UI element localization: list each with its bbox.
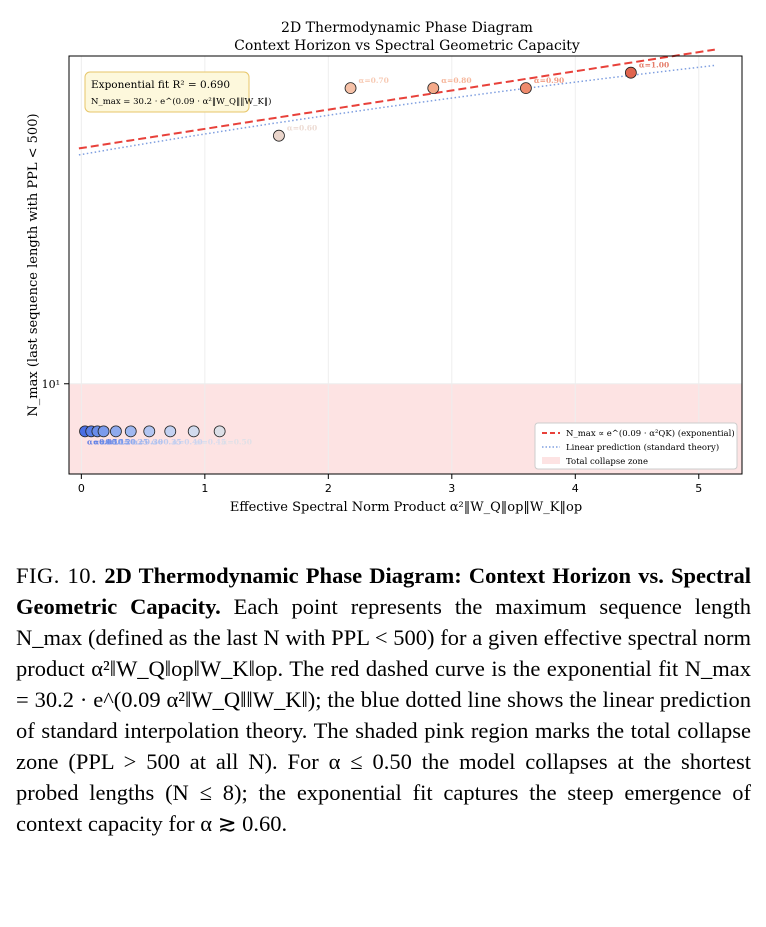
- y-axis-tick: 10¹: [42, 378, 69, 391]
- data-point-label: α=0.30: [133, 437, 163, 446]
- caption-title: 2D Thermodynamic Phase Diagram: Context …: [16, 563, 751, 619]
- data-points: α=0.05α=0.10α=0.15α=0.20α=0.25α=0.30α=0.…: [79, 61, 669, 446]
- y-tick-label: 10¹: [42, 378, 60, 391]
- plot-area: α=0.05α=0.10α=0.15α=0.20α=0.25α=0.30α=0.…: [68, 48, 743, 475]
- data-point-label: α=0.60: [287, 124, 317, 133]
- data-point: [97, 425, 110, 438]
- x-axis-label: Effective Spectral Norm Product α²‖W_Q‖o…: [230, 500, 582, 515]
- x-tick-label: 1: [201, 482, 208, 495]
- data-point-label: α=0.35: [151, 437, 181, 446]
- data-point-label: α=0.90: [534, 76, 564, 85]
- data-point: [519, 82, 532, 95]
- phase-diagram-chart: 2D Thermodynamic Phase Diagram Context H…: [26, 20, 743, 515]
- y-axis-label: N_max (last sequence length with PPL < 5…: [26, 113, 41, 416]
- phase-diagram-figure: 2D Thermodynamic Phase Diagram Context H…: [26, 20, 743, 515]
- data-point-label: α=0.10: [93, 437, 123, 446]
- data-point-label: α=0.70: [359, 76, 389, 85]
- x-tick-label: 0: [78, 482, 85, 495]
- data-point-label: α=1.00: [639, 61, 669, 70]
- x-axis-ticks: 0 1 2 3 4 5: [78, 474, 702, 495]
- data-point: [427, 82, 440, 95]
- figure-caption: FIG. 10. 2D Thermodynamic Phase Diagram:…: [16, 560, 751, 839]
- plot-frame: [68, 55, 743, 475]
- data-point: [110, 425, 122, 438]
- x-tick-label: 5: [695, 482, 702, 495]
- chart-subtitle: Context Horizon vs Spectral Geometric Ca…: [234, 38, 580, 54]
- data-point-label: α=0.15: [99, 437, 129, 446]
- fit-annotation-formula: N_max = 30.2 · e^(0.09 · α²‖W_Q‖‖W_K‖): [91, 96, 271, 107]
- data-point: [624, 66, 637, 79]
- caption-label: FIG. 10.: [16, 563, 98, 588]
- x-tick-label: 2: [325, 482, 332, 495]
- data-point: [187, 425, 200, 438]
- data-point-label: α=0.50: [222, 437, 252, 446]
- legend: N_max ∝ e^(0.09 · α²QK) (exponential) Li…: [534, 422, 738, 470]
- x-tick-label: 4: [572, 482, 579, 495]
- legend-box: [534, 422, 738, 470]
- x-tick-label: 3: [448, 482, 455, 495]
- legend-exp-label: N_max ∝ e^(0.09 · α²QK) (exponential): [566, 428, 735, 439]
- legend-collapse-swatch: [542, 457, 560, 464]
- fit-annotation-r2: Exponential fit R² = 0.690: [91, 79, 230, 91]
- data-point-label: α=0.45: [196, 437, 226, 446]
- data-point: [344, 82, 357, 95]
- data-point: [143, 425, 156, 438]
- fit-annotation: Exponential fit R² = 0.690 N_max = 30.2 …: [84, 71, 271, 113]
- data-point-label: α=0.80: [441, 76, 471, 85]
- chart-title: 2D Thermodynamic Phase Diagram: [281, 20, 533, 36]
- data-point: [213, 425, 226, 438]
- data-point: [124, 425, 137, 438]
- fit-annotation-box: [84, 71, 250, 113]
- data-point-label: α=0.25: [118, 437, 148, 446]
- data-point: [273, 129, 285, 142]
- data-point-label: α=0.40: [172, 437, 202, 446]
- data-point-label: α=0.20: [106, 437, 136, 446]
- data-point: [164, 425, 177, 438]
- caption-body: Each point represents the maximum sequen…: [16, 594, 752, 836]
- legend-collapse-label: Total collapse zone: [566, 457, 648, 467]
- legend-linear-label: Linear prediction (standard theory): [566, 442, 719, 453]
- data-point-label: α=0.05: [87, 437, 117, 446]
- grid: [69, 56, 742, 474]
